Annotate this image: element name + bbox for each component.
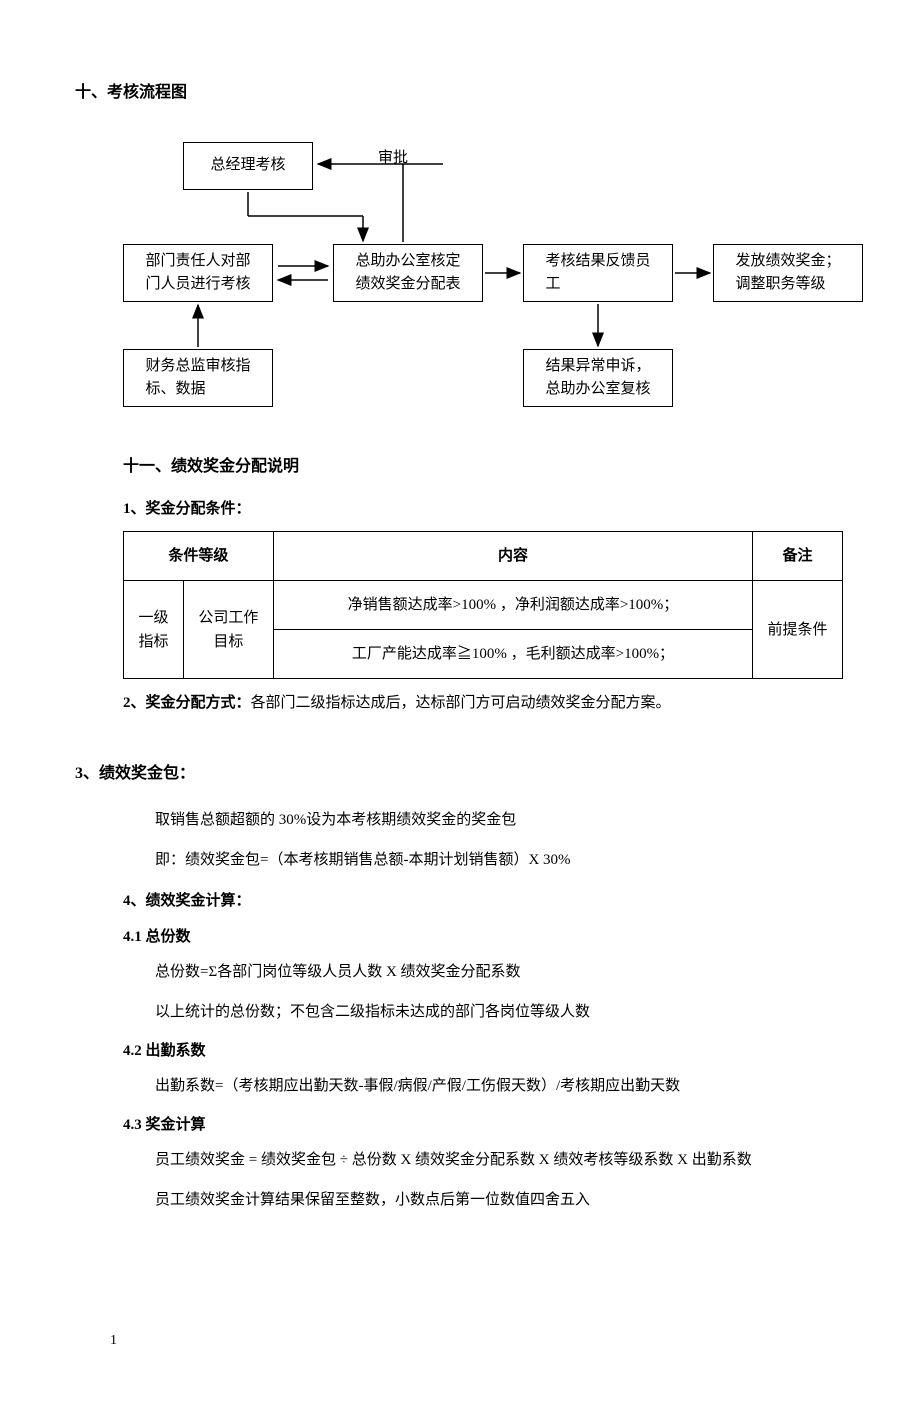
section-42-line1: 出勤系数=（考核期应出勤天数-事假/病假/产假/工伤假天数）/考核期应出勤天数 [155,1071,845,1101]
section-41-line1: 总份数=Σ各部门岗位等级人员人数 X 绩效奖金分配系数 [155,957,845,987]
section-11-1-title: 1、奖金分配条件： [123,497,845,521]
section-4-title: 4、绩效奖金计算： [123,889,845,913]
flow-node-feedback: 考核结果反馈员 工 [523,244,673,302]
section-3-line2: 即：绩效奖金包=（本考核期销售总额-本期计划销售额）X 30% [155,845,845,875]
th-content: 内容 [273,532,752,581]
td-content1: 净销售额达成率>100% ，净利润额达成率>100%； [273,581,752,630]
flow-node-dept-review: 部门责任人对部 门人员进行考核 [123,244,273,302]
th-level: 条件等级 [124,532,274,581]
page-number: 1 [110,1330,117,1352]
flow-label-approval: 审批 [378,146,408,170]
section-3-title: 3、绩效奖金包： [75,761,845,787]
flow-node-finance: 财务总监审核指 标、数据 [123,349,273,407]
flow-node-appeal: 结果异常申诉， 总助办公室复核 [523,349,673,407]
section-43-line2: 员工绩效奖金计算结果保留至整数，小数点后第一位数值四舍五入 [155,1185,845,1215]
section-10-title: 十、考核流程图 [75,80,845,106]
flow-node-office-alloc: 总助办公室核定 绩效奖金分配表 [333,244,483,302]
flow-node-gm-review: 总经理考核 [183,142,313,190]
flowchart-container: 总经理考核 部门责任人对部 门人员进行考核 总助办公室核定 绩效奖金分配表 考核… [123,124,845,424]
td-content2: 工厂产能达成率≧100% ，毛利额达成率>100%； [273,630,752,679]
td-level1b: 公司工作 目标 [183,581,273,679]
section-41-title: 4.1 总份数 [123,925,845,949]
section-43-line1: 员工绩效奖金 = 绩效奖金包 ÷ 总份数 X 绩效奖金分配系数 X 绩效考核等级… [155,1145,845,1175]
section-11-2-title: 2、奖金分配方式： [123,695,251,711]
th-note: 备注 [753,532,843,581]
bonus-condition-table: 条件等级 内容 备注 一级 指标 公司工作 目标 净销售额达成率>100% ，净… [123,531,843,679]
section-11-2-line: 2、奖金分配方式：各部门二级指标达成后，达标部门方可启动绩效奖金分配方案。 [123,691,845,715]
section-3-line1: 取销售总额超额的 30%设为本考核期绩效奖金的奖金包 [155,805,845,835]
section-43-title: 4.3 奖金计算 [123,1113,845,1137]
flow-node-payout: 发放绩效奖金； 调整职务等级 [713,244,863,302]
section-41-line2: 以上统计的总份数；不包含二级指标未达成的部门各岗位等级人数 [155,997,845,1027]
section-11-2-text: 各部门二级指标达成后，达标部门方可启动绩效奖金分配方案。 [251,695,671,711]
td-note: 前提条件 [753,581,843,679]
td-level1a: 一级 指标 [124,581,184,679]
section-42-title: 4.2 出勤系数 [123,1039,845,1063]
section-11-title: 十一、绩效奖金分配说明 [123,454,845,480]
